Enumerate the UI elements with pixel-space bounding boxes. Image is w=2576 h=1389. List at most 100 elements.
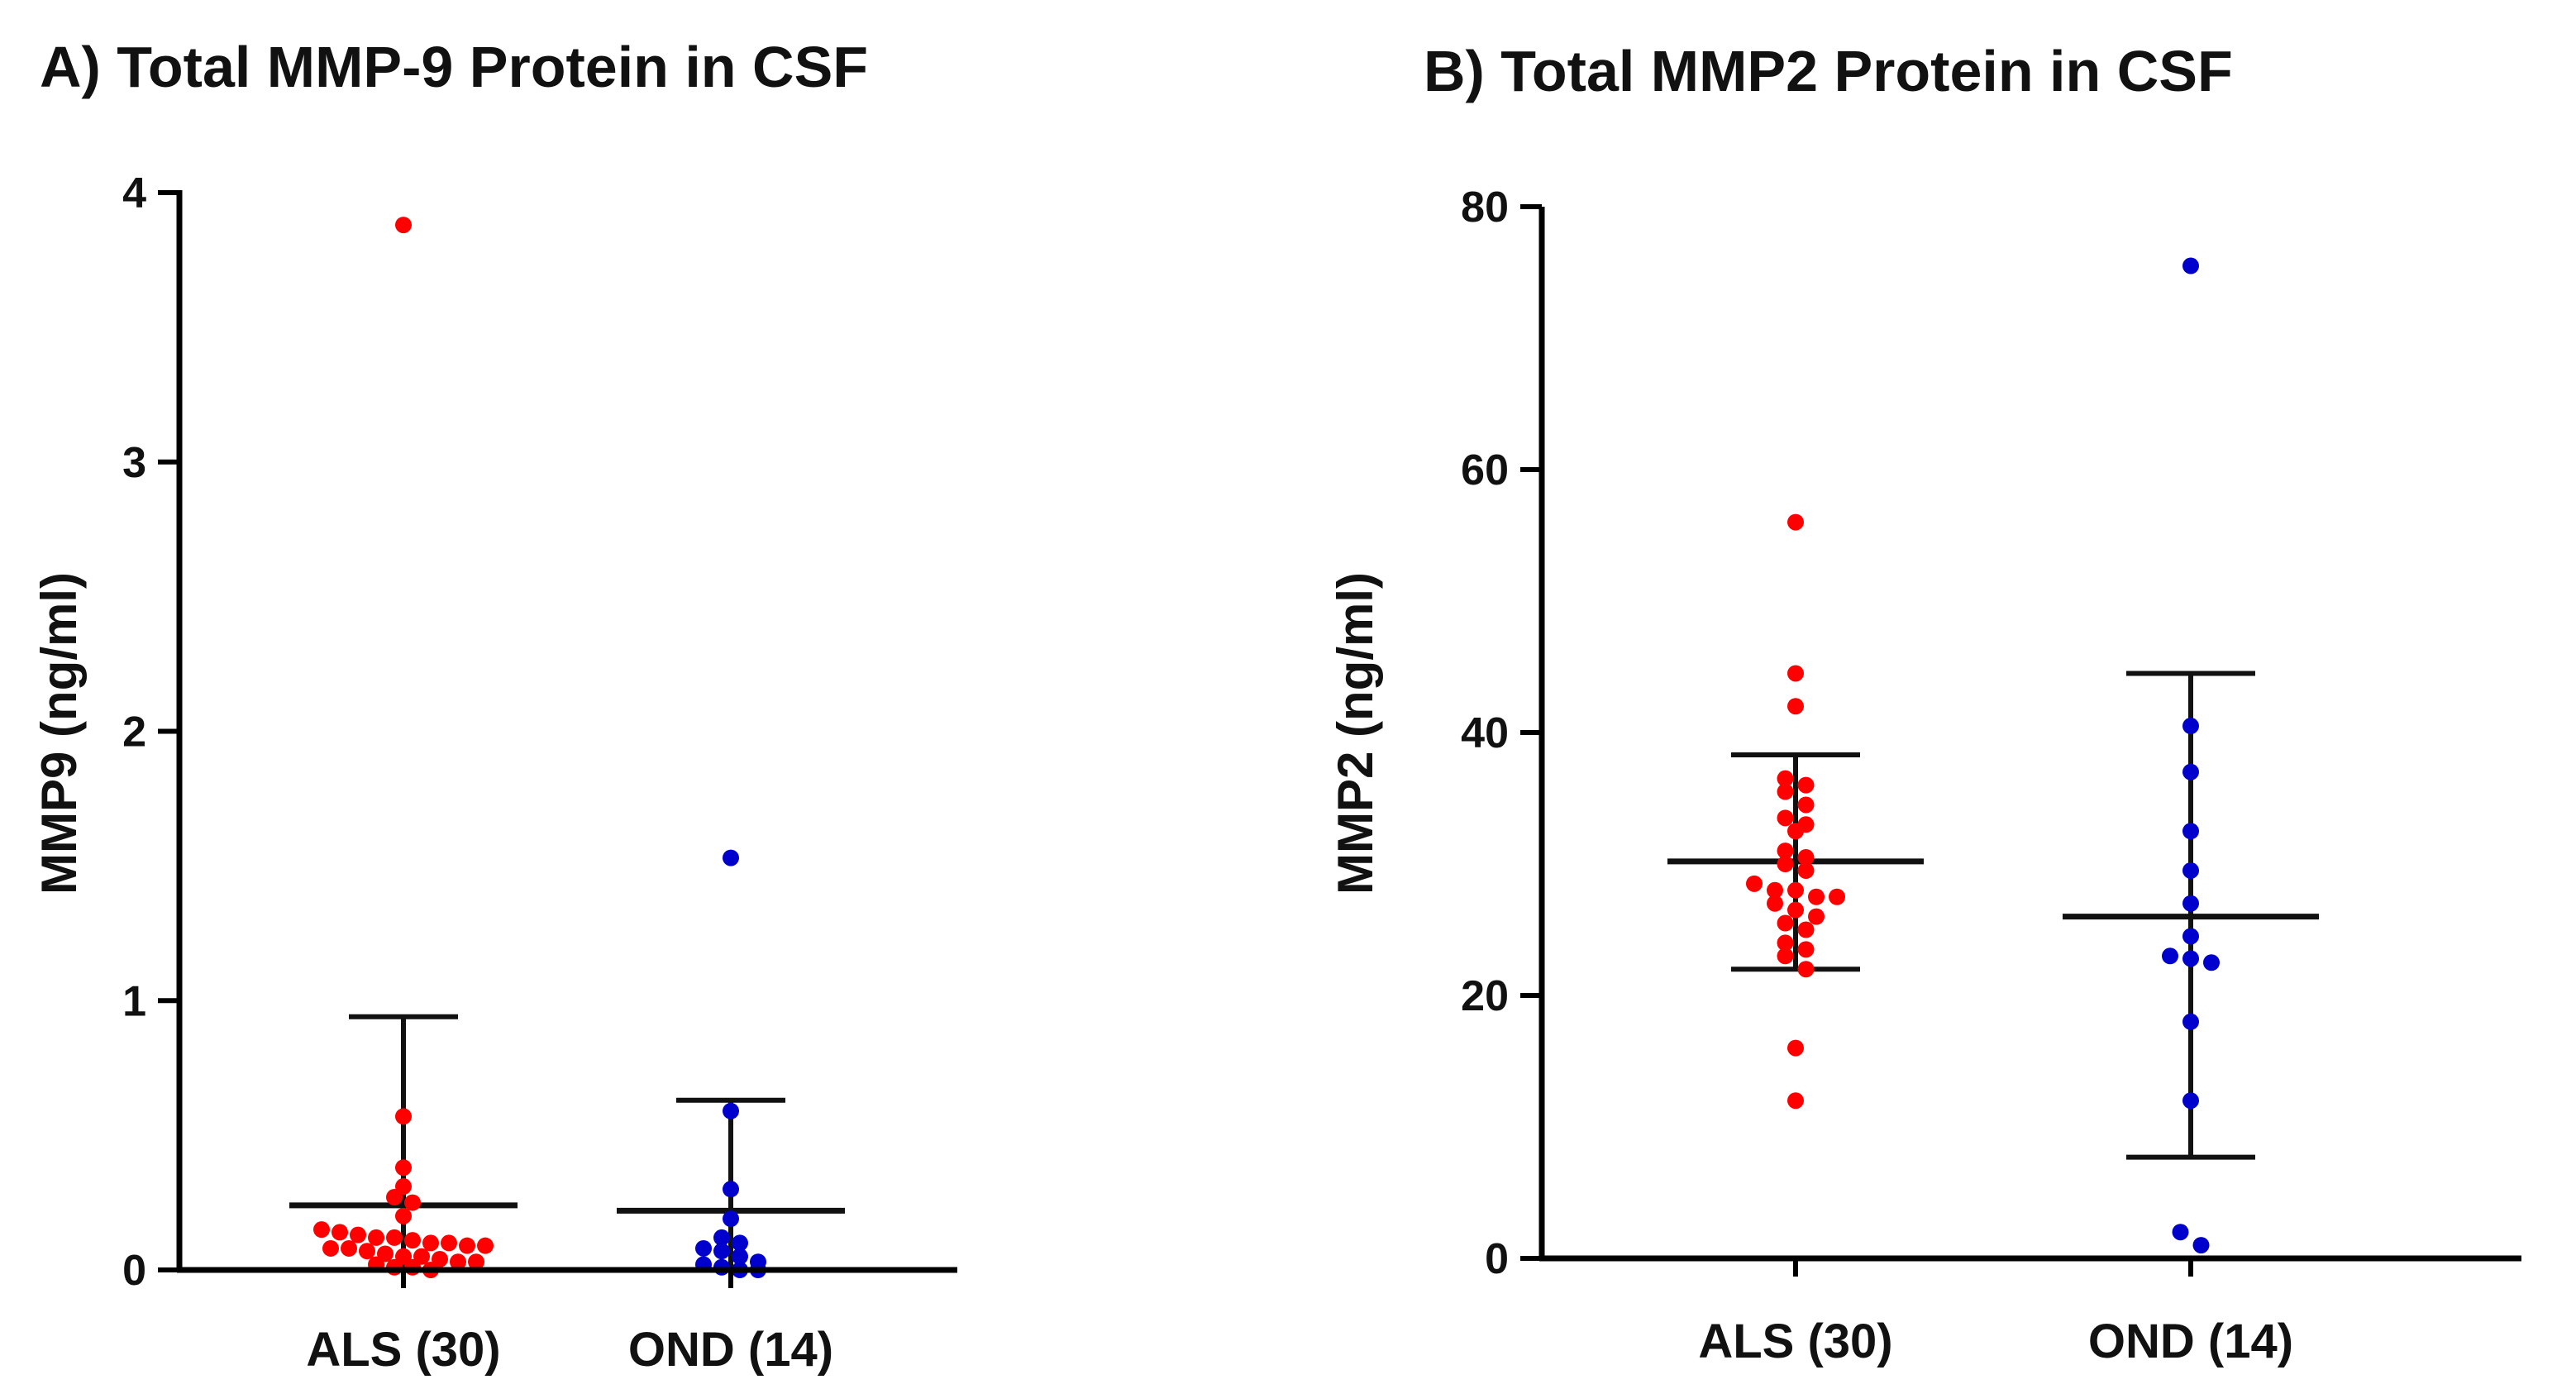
panel-a-data-point: [459, 1237, 475, 1254]
panel-b-y-axis-label: MMP2 (ng/ml): [1328, 572, 1383, 895]
panel-a-data-point: [723, 1210, 739, 1228]
panel-b-data-point: [1777, 934, 1794, 952]
panel-b-data-point: [1797, 961, 1815, 978]
panel-b-data-point: [1797, 862, 1815, 879]
panel-a-data-point: [450, 1253, 466, 1271]
panel-a-data-point: [413, 1248, 430, 1265]
panel-a-y-tick-label: 1: [122, 977, 146, 1025]
panel-a-data-point: [723, 1181, 739, 1198]
panel-a-data-point: [359, 1243, 375, 1260]
panel-b-data-point: [1797, 921, 1815, 938]
panel-a-data-point: [713, 1243, 730, 1260]
panel-b-data-point: [1777, 914, 1794, 932]
panel-b-data-point: [2182, 718, 2199, 735]
panel-a-data-point: [432, 1250, 448, 1267]
panel-b-data-point: [1787, 665, 1804, 682]
panel-b-data-point: [2182, 1092, 2199, 1110]
panel-a-data-point: [723, 1102, 739, 1119]
panel-b-points: [1746, 257, 2220, 1254]
panel-b-data-point: [1808, 908, 1825, 925]
panel-b-data-point: [2182, 257, 2199, 274]
panel-b-data-point: [1808, 888, 1825, 905]
panel-a-data-point: [395, 1248, 412, 1265]
panel-b-data-point: [2182, 763, 2199, 780]
panel-b-data-point: [1829, 888, 1845, 905]
panel-b-data-point: [1777, 856, 1794, 872]
panel-a-data-point: [695, 1239, 712, 1257]
panel-b-data-point: [2182, 823, 2199, 840]
panel-b-y-tick-label: 60: [1461, 446, 1509, 494]
panel-b-y-tick-label: 40: [1461, 709, 1509, 757]
panel-b-y-tick-label: 0: [1485, 1235, 1509, 1283]
panel-b-data-point: [1777, 770, 1794, 787]
panel-b-title: B) Total MMP2 Protein in CSF: [1424, 39, 2233, 103]
panel-a-data-point: [395, 1178, 412, 1196]
panel-b-data-point: [1797, 776, 1815, 794]
panel-a-data-point: [404, 1194, 421, 1211]
panel-b-data-point: [1797, 796, 1815, 814]
panel-a-y-ticks: 0 1 2 3 4: [122, 169, 179, 1295]
panel-a-data-point: [732, 1248, 748, 1265]
panel-a-y-tick-label: 2: [122, 709, 146, 757]
panel-a-data-point: [395, 1159, 412, 1177]
panel-b-data-point: [1787, 1039, 1804, 1057]
panel-a-data-point: [732, 1234, 748, 1252]
panel-b-data-point: [2172, 1224, 2189, 1241]
panel-b-data-point: [1746, 875, 1763, 892]
panel-a-data-point: [395, 217, 412, 234]
panel-b-y-ticks: 0 20 40 60 80: [1461, 184, 1542, 1283]
panel-a-data-point: [468, 1253, 484, 1271]
panel-b-data-point: [2192, 1237, 2210, 1254]
panel-b-data-point: [2182, 950, 2199, 967]
panel-b-data-point: [2182, 928, 2199, 945]
panel-b-mmp2: B) Total MMP2 Protein in CSF MMP2 (ng/ml…: [1328, 39, 2521, 1368]
panel-a-data-point: [422, 1234, 439, 1252]
panel-a-y-tick-label: 3: [122, 439, 146, 487]
panel-a-category-label: ALS (30): [306, 1323, 500, 1377]
panel-a-data-point: [313, 1221, 330, 1239]
panel-b-data-point: [2162, 947, 2178, 965]
panel-b-data-point: [1777, 947, 1794, 965]
panel-a-data-point: [386, 1189, 403, 1206]
panel-a-category-label: OND (14): [628, 1323, 833, 1377]
panel-a-data-point: [477, 1237, 494, 1254]
panel-a-data-point: [386, 1229, 403, 1246]
panel-a-data-point: [713, 1229, 730, 1246]
panel-a-data-point: [723, 849, 739, 866]
panel-b-category-label: ALS (30): [1698, 1315, 1892, 1368]
panel-a-title: A) Total MMP-9 Protein in CSF: [40, 35, 868, 99]
panel-b-data-point: [1787, 513, 1804, 531]
panel-b-data-point: [1787, 901, 1804, 919]
panel-b-data-point: [2182, 895, 2199, 912]
panel-a-data-point: [377, 1245, 394, 1263]
panel-b-error-bars: [1667, 671, 2319, 1160]
panel-a-y-tick-label: 4: [122, 169, 146, 217]
panel-a-points: [313, 217, 766, 1278]
panel-b-data-point: [1787, 823, 1804, 840]
panel-b-data-point: [1767, 895, 1783, 912]
panel-a-y-tick-label: 0: [122, 1247, 146, 1295]
panel-b-data-point: [2203, 954, 2220, 971]
panel-b-data-point: [1787, 881, 1804, 899]
panel-a-data-point: [395, 1207, 412, 1224]
panel-b-data-point: [1767, 881, 1783, 899]
panel-a-data-point: [332, 1224, 348, 1241]
panel-b-y-tick-label: 80: [1461, 184, 1509, 232]
panel-a-data-point: [341, 1239, 357, 1257]
panel-b-data-point: [2182, 1013, 2199, 1030]
panel-b-category-label: OND (14): [2088, 1315, 2293, 1368]
panel-a-data-point: [441, 1234, 457, 1252]
panel-b-data-point: [1797, 941, 1815, 958]
panel-a-mmp9: A) Total MMP-9 Protein in CSF MMP9 (ng/m…: [31, 35, 957, 1377]
panel-a-data-point: [368, 1229, 384, 1246]
panel-b-data-point: [1787, 1092, 1804, 1110]
panel-b-y-tick-label: 20: [1461, 972, 1509, 1020]
panel-b-data-point: [2182, 862, 2199, 879]
panel-a-data-point: [350, 1226, 366, 1243]
panel-b-data-point: [1777, 842, 1794, 860]
panel-b-data-point: [1787, 698, 1804, 715]
panel-b-data-point: [1777, 783, 1794, 800]
panel-b-data-point: [1777, 809, 1794, 827]
panel-b-data-point: [1797, 849, 1815, 866]
